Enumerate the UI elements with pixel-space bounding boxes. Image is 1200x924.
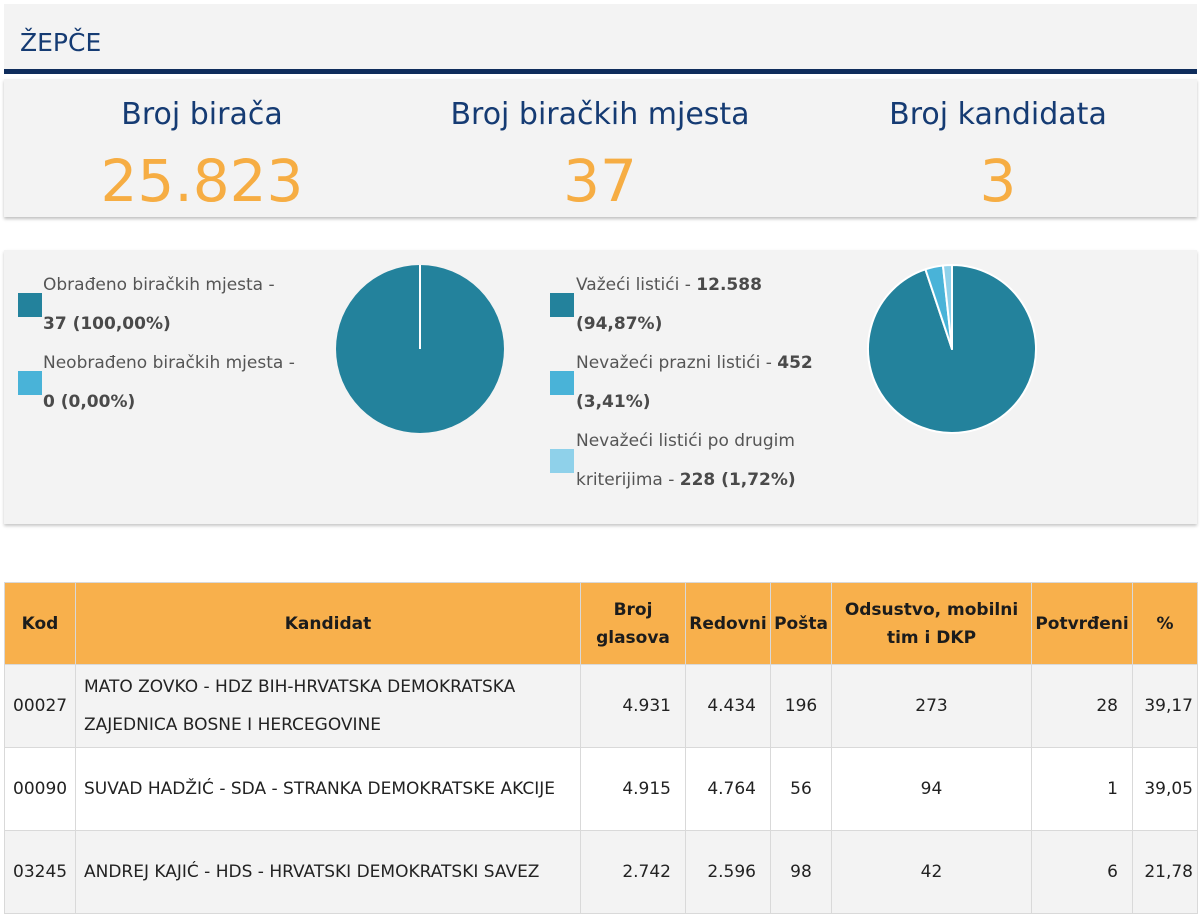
pie-chart-stations bbox=[336, 265, 504, 433]
legend-unprocessed-label: Neobrađeno biračkih mjesta - bbox=[43, 353, 295, 373]
cell-posta: 56 bbox=[770, 747, 832, 831]
stats-panel: Broj birača 25.823 Broj biračkih mjesta … bbox=[4, 79, 1197, 217]
legend-other-invalid-ballots: Nevažeći listići po drugim kriterijima -… bbox=[576, 422, 821, 500]
legend-blank-label: Nevažeći prazni listići - bbox=[576, 353, 778, 373]
cell-posta: 98 bbox=[770, 830, 832, 914]
legend-processed-value: 37 (100,00%) bbox=[43, 314, 171, 334]
cell-redovni: 4.434 bbox=[685, 664, 771, 748]
cell-posta: 196 bbox=[770, 664, 832, 748]
pie-chart-ballots bbox=[867, 264, 1037, 434]
cell-potvrdeni: 6 bbox=[1031, 830, 1133, 914]
column-header-broj-glasova[interactable]: Broj glasova bbox=[580, 582, 686, 665]
table-row: 00090 SUVAD HADŽIĆ - SDA - STRANKA DEMOK… bbox=[4, 747, 1198, 831]
cell-redovni: 2.596 bbox=[685, 830, 771, 914]
cell-redovni: 4.764 bbox=[685, 747, 771, 831]
results-table-wrapper: Kod Kandidat Broj glasova Redovni Pošta … bbox=[4, 582, 1198, 914]
cell-broj-glasova: 4.915 bbox=[580, 747, 686, 831]
stat-polling-stations-label: Broj biračkih mjesta bbox=[450, 97, 750, 132]
stat-polling-stations-value: 37 bbox=[563, 147, 637, 215]
cell-percent: 39,17 bbox=[1132, 664, 1198, 748]
column-header-redovni[interactable]: Redovni bbox=[685, 582, 771, 665]
cell-percent: 21,78 bbox=[1132, 830, 1198, 914]
column-header-posta[interactable]: Pošta bbox=[770, 582, 832, 665]
municipality-title: ŽEPČE bbox=[20, 28, 102, 57]
legend-processed-label: Obrađeno biračkih mjesta - bbox=[43, 275, 275, 295]
table-row: 03245 ANDREJ KAJIĆ - HDS - HRVATSKI DEMO… bbox=[4, 830, 1198, 914]
legend-valid-value: 12.588 (94,87%) bbox=[576, 275, 762, 334]
cell-potvrdeni: 1 bbox=[1031, 747, 1133, 831]
legend-blank-value: 452 (3,41%) bbox=[576, 353, 813, 412]
cell-kandidat: MATO ZOVKO - HDZ BIH-HRVATSKA DEMOKRATSK… bbox=[75, 664, 581, 748]
column-header-potvrdeni[interactable]: Potvrđeni bbox=[1031, 582, 1133, 665]
legend-other-invalid-value: 228 (1,72%) bbox=[679, 470, 796, 490]
legend-other-invalid-label: Nevažeći listići po drugim kriterijima - bbox=[576, 431, 795, 490]
table-header-row: Kod Kandidat Broj glasova Redovni Pošta … bbox=[4, 582, 1198, 665]
column-header-kandidat[interactable]: Kandidat bbox=[75, 582, 581, 665]
legend-unprocessed-value: 0 (0,00%) bbox=[43, 392, 136, 412]
cell-kandidat: SUVAD HADŽIĆ - SDA - STRANKA DEMOKRATSKE… bbox=[75, 747, 581, 831]
cell-percent: 39,05 bbox=[1132, 747, 1198, 831]
column-header-odsustvo[interactable]: Odsustvo, mobilni tim i DKP bbox=[831, 582, 1032, 665]
legend-unprocessed-stations: Neobrađeno biračkih mjesta - 0 (0,00%) bbox=[43, 344, 323, 422]
legend-swatch-processed bbox=[18, 293, 42, 317]
cell-kod: 03245 bbox=[4, 830, 76, 914]
cell-broj-glasova: 4.931 bbox=[580, 664, 686, 748]
cell-odsustvo: 273 bbox=[831, 664, 1032, 748]
legend-swatch-blank bbox=[550, 371, 574, 395]
legend-blank-ballots: Nevažeći prazni listići - 452 (3,41%) bbox=[576, 344, 826, 422]
cell-odsustvo: 94 bbox=[831, 747, 1032, 831]
ballots-slice-3[interactable] bbox=[941, 264, 953, 350]
stat-candidates-label: Broj kandidata bbox=[889, 97, 1107, 132]
legend-swatch-other-invalid bbox=[550, 449, 574, 473]
charts-panel: Obrađeno biračkih mjesta - 37 (100,00%) … bbox=[4, 250, 1197, 524]
cell-kod: 00027 bbox=[4, 664, 76, 748]
legend-valid-label: Važeći listići - bbox=[576, 275, 697, 295]
cell-kandidat: ANDREJ KAJIĆ - HDS - HRVATSKI DEMOKRATSK… bbox=[75, 830, 581, 914]
column-header-percent[interactable]: % bbox=[1132, 582, 1198, 665]
cell-potvrdeni: 28 bbox=[1031, 664, 1133, 748]
stat-voters-value: 25.823 bbox=[100, 147, 304, 215]
cell-broj-glasova: 2.742 bbox=[580, 830, 686, 914]
stat-candidates-value: 3 bbox=[979, 147, 1017, 215]
stat-voters-label: Broj birača bbox=[121, 97, 283, 132]
legend-processed-stations: Obrađeno biračkih mjesta - 37 (100,00%) bbox=[43, 266, 313, 344]
cell-odsustvo: 42 bbox=[831, 830, 1032, 914]
column-header-kod[interactable]: Kod bbox=[4, 582, 76, 665]
cell-kod: 00090 bbox=[4, 747, 76, 831]
table-row: 00027 MATO ZOVKO - HDZ BIH-HRVATSKA DEMO… bbox=[4, 664, 1198, 748]
legend-valid-ballots: Važeći listići - 12.588 (94,87%) bbox=[576, 266, 836, 344]
legend-swatch-valid bbox=[550, 293, 574, 317]
legend-swatch-unprocessed bbox=[18, 371, 42, 395]
results-table: Kod Kandidat Broj glasova Redovni Pošta … bbox=[4, 582, 1198, 914]
municipality-header: ŽEPČE bbox=[4, 4, 1197, 74]
